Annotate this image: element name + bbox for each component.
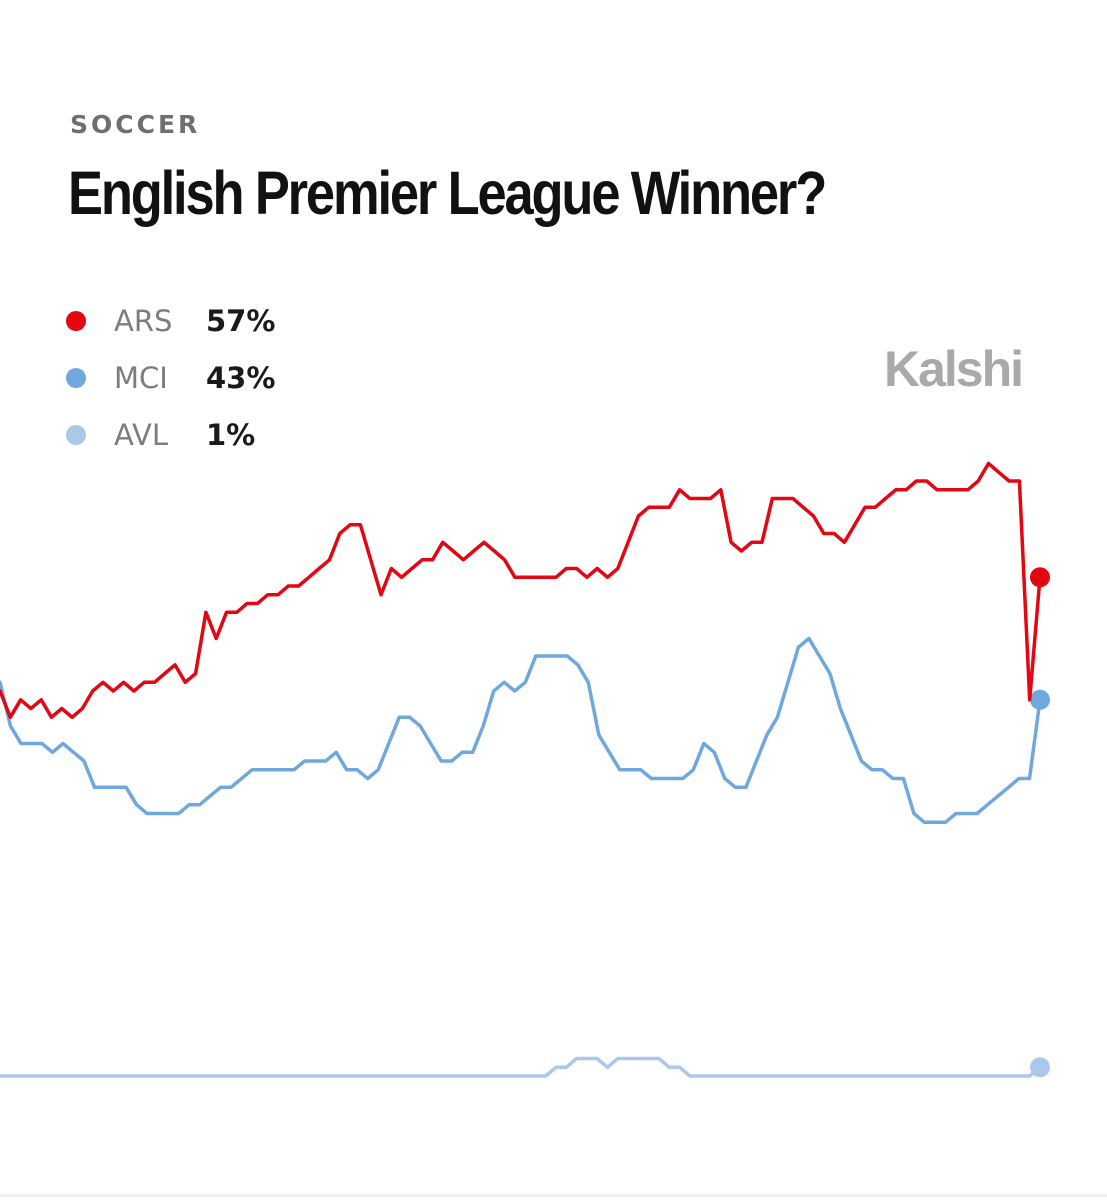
series-endpoint-mci [1030,689,1050,710]
category-kicker: SOCCER [70,110,201,139]
legend-dot-icon [66,310,86,331]
legend-percent: 43% [206,360,276,395]
legend-code: AVL [114,417,168,452]
legend-code: MCI [114,360,168,395]
chart-legend: ARS 57% MCI 43% AVL 1% [66,292,275,463]
series-line-avl [0,1056,1042,1078]
legend-item-avl: AVL 1% [66,406,275,463]
legend-dot-icon [66,367,86,388]
divider [0,1194,1107,1197]
legend-dot-icon [66,424,86,445]
legend-item-ars: ARS 57% [66,292,275,349]
legend-percent: 1% [206,417,256,452]
series-line-ars [0,461,1042,720]
legend-code: ARS [114,303,173,338]
series-endpoint-ars [1030,567,1050,588]
series-endpoint-avl [1030,1057,1050,1078]
legend-percent: 57% [206,303,276,338]
legend-item-mci: MCI 43% [66,349,275,406]
series-line-mci [0,636,1042,825]
kalshi-logo: Kalshi [884,341,1024,397]
page-title: English Premier League Winner? [68,159,827,227]
